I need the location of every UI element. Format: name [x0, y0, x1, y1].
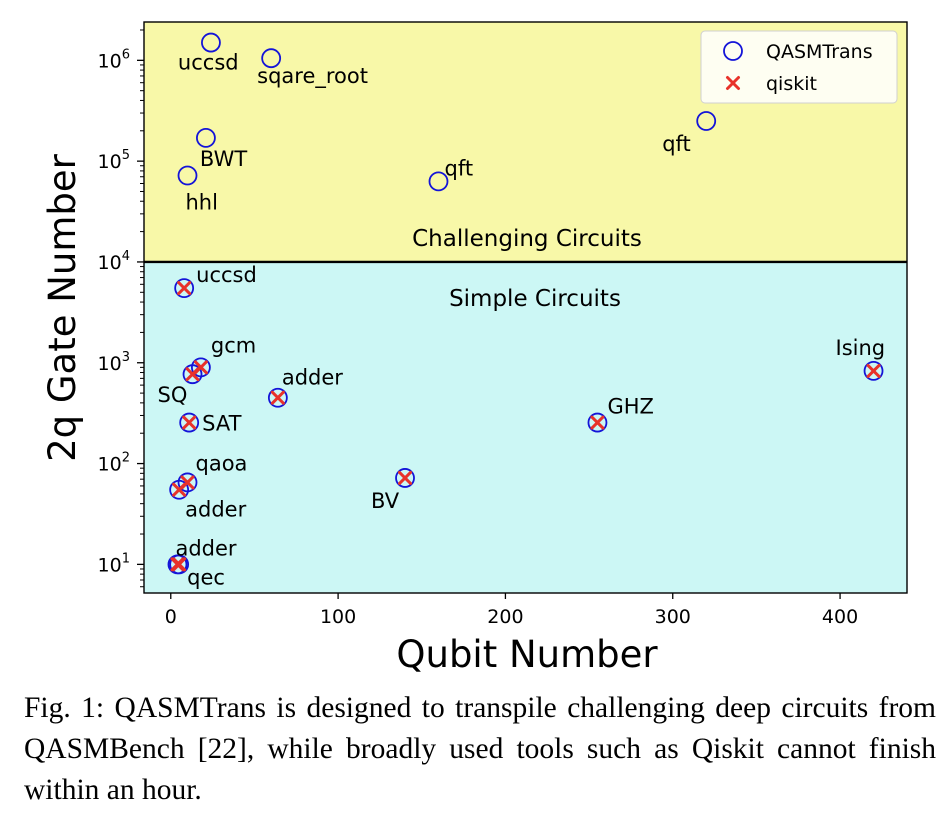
x-tick-label: 100	[320, 606, 356, 628]
point-label: GHZ	[607, 395, 653, 419]
y-tick-label: 102	[98, 451, 130, 476]
legend-box	[700, 30, 898, 104]
qasmtrans-point	[174, 278, 195, 299]
qasmtrans-point	[169, 479, 190, 500]
point-label: hhl	[186, 191, 218, 215]
legend-circle-marker	[723, 41, 743, 61]
x-tick-label: 300	[655, 606, 691, 628]
point-label: uccsd	[178, 51, 239, 75]
figure-caption: Fig. 1: QASMTrans is designed to transpi…	[24, 692, 936, 806]
point-label: BWT	[200, 147, 247, 171]
region-label: Challenging Circuits	[412, 226, 642, 252]
point-label: qft	[444, 156, 473, 180]
point-label: BV	[371, 489, 400, 513]
qasmtrans-point	[177, 165, 198, 186]
qasmtrans-point	[179, 412, 200, 433]
qasmtrans-point	[261, 48, 282, 69]
qiskit-point	[590, 415, 605, 430]
qasmtrans-point	[428, 171, 449, 192]
qasmtrans-point	[196, 128, 216, 148]
plot-frame	[143, 21, 908, 594]
y-axis: 101 102 103 104 105 106	[98, 29, 144, 588]
qiskit-point	[172, 482, 187, 497]
point-label: adder	[185, 498, 246, 522]
y-tick-label: 104	[98, 249, 130, 274]
legend-x-marker	[726, 76, 740, 90]
point-label: qft	[662, 132, 691, 156]
point-label: qaoa	[196, 451, 248, 475]
qasmtrans-point	[395, 468, 415, 488]
region-label: Simple Circuits	[449, 286, 621, 312]
point-label: sqare_root	[257, 64, 368, 89]
point-label: SAT	[202, 412, 241, 436]
point-label: SQ	[158, 383, 188, 407]
qiskit-point	[398, 470, 413, 485]
x-tick-label: 200	[487, 606, 523, 628]
region-1	[144, 261, 907, 593]
scatter-chart: Challenging Circuits Simple Circuits uccs…	[41, 21, 908, 676]
y-axis-label: 2q Gate Number	[41, 153, 84, 462]
qiskit-point	[172, 557, 187, 572]
x-axis: 0 100 200 300 400	[165, 593, 858, 628]
point-label: Ising	[836, 336, 886, 360]
y-tick-label: 103	[98, 350, 130, 375]
region-labels: Challenging Circuits Simple Circuits	[412, 226, 642, 312]
point-labels: uccsd sqare_root BWT hhl qft qft uccsd gcm SQ add…	[158, 51, 886, 590]
legend-label: QASMTrans	[766, 41, 873, 63]
point-label: gcm	[211, 333, 256, 357]
legend: QASMTrans qiskit	[700, 30, 898, 104]
y-tick-label: 106	[98, 47, 130, 72]
point-label: uccsd	[196, 263, 257, 287]
qasmtrans-point	[587, 412, 608, 433]
qiskit-point	[182, 415, 197, 430]
x-tick-label: 0	[165, 606, 177, 628]
qiskit-point	[177, 281, 192, 296]
point-label: qec	[187, 565, 225, 589]
qiskit-point	[270, 390, 285, 405]
y-tick-label: 105	[98, 148, 130, 173]
qiskit-point	[185, 367, 200, 382]
qasmtrans-point	[201, 32, 221, 53]
data-points	[167, 32, 884, 575]
qasmtrans-point	[182, 364, 203, 385]
qiskit-point	[866, 363, 881, 378]
point-label: adder	[282, 366, 343, 390]
legend-label: qiskit	[766, 73, 817, 95]
x-tick-label: 400	[822, 606, 858, 628]
qasmtrans-point	[696, 111, 717, 131]
x-axis-label: Qubit Number	[396, 633, 658, 676]
qasmtrans-point	[169, 554, 190, 575]
point-label: adder	[175, 536, 236, 560]
qasmtrans-point	[267, 387, 288, 408]
y-tick-label: 101	[98, 551, 130, 576]
qasmtrans-point	[863, 361, 884, 381]
